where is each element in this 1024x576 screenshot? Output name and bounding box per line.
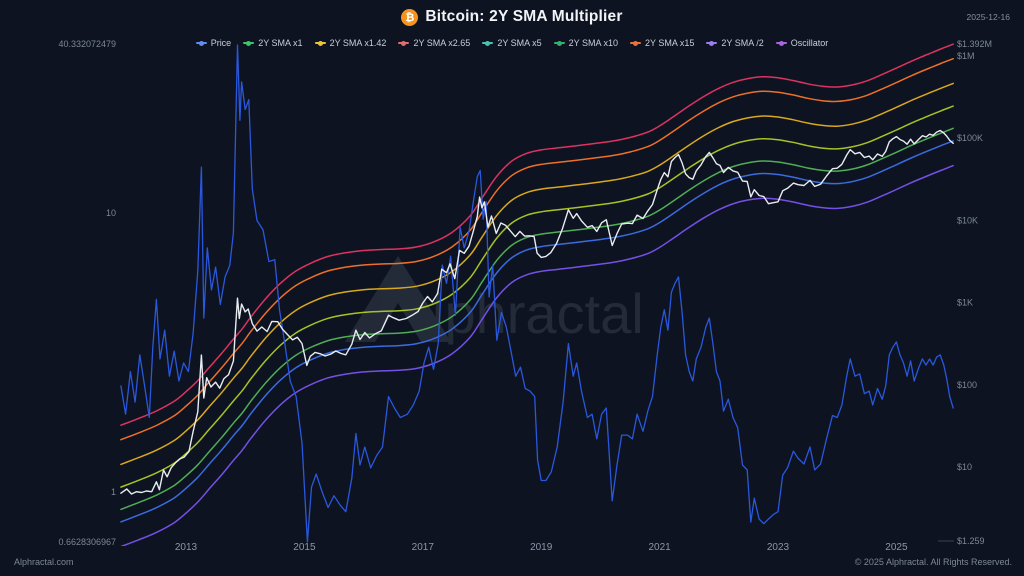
x-axis-label: 2019 xyxy=(530,542,553,553)
legend-label: 2Y SMA x1.42 xyxy=(329,38,387,48)
copyright-text: © 2025 Alphractal. All Rights Reserved. xyxy=(854,557,1012,567)
watermark-logo-icon xyxy=(345,256,451,342)
band-line-2y-sma-x10 xyxy=(120,57,954,441)
legend-marker-icon xyxy=(482,40,494,46)
legend-marker-icon xyxy=(314,40,326,46)
bitcoin-icon: ₿ xyxy=(401,8,419,26)
legend-label: 2Y SMA x10 xyxy=(568,38,619,48)
legend-item-price[interactable]: Price xyxy=(195,38,232,48)
x-axis-label: 2023 xyxy=(767,542,790,553)
legend-item-oscillator[interactable]: Oscillator xyxy=(775,38,829,48)
band-line-2y-sma-x15 xyxy=(120,43,954,426)
legend-label: 2Y SMA x5 xyxy=(497,38,542,48)
legend-label: Oscillator xyxy=(790,38,829,48)
legend-label: 2Y SMA x2.65 xyxy=(413,38,471,48)
price-axis-label: $10 xyxy=(957,462,972,472)
legend-item-2y-sma-x15[interactable]: 2Y SMA x15 xyxy=(630,38,694,48)
x-axis-label: 2013 xyxy=(175,542,198,553)
oscillator-axis-label: 0.6628306967 xyxy=(58,537,116,547)
price-axis-label: $100K xyxy=(957,133,983,143)
x-axis-label: 2021 xyxy=(648,542,671,553)
x-axis-label: 2015 xyxy=(293,542,316,553)
watermark-text: lphractal xyxy=(432,282,644,345)
price-axis-label: $1K xyxy=(957,298,973,308)
legend-marker-icon xyxy=(706,40,718,46)
x-axis-label: 2025 xyxy=(885,542,908,553)
legend-marker-icon xyxy=(630,40,642,46)
price-axis-label: $1.259 xyxy=(957,536,985,546)
band-line-2y-sma-x5 xyxy=(120,82,954,466)
legend-item-2y-sma-x1-42[interactable]: 2Y SMA x1.42 xyxy=(314,38,387,48)
legend-item-2y-sma-x1[interactable]: 2Y SMA x1 xyxy=(243,38,303,48)
legend-item-2y-sma-x2-65[interactable]: 2Y SMA x2.65 xyxy=(398,38,470,48)
page-title: Bitcoin: 2Y SMA Multiplier xyxy=(425,8,623,25)
legend-label: 2Y SMA x15 xyxy=(645,38,695,48)
oscillator-axis-label: 1 xyxy=(111,487,116,497)
oscillator-axis-label: 10 xyxy=(106,208,116,218)
price-line xyxy=(120,129,954,495)
legend: Price 2Y SMA x1 2Y SMA x1.42 2Y SMA x2.65 2Y… xyxy=(0,38,1024,48)
legend-marker-icon xyxy=(195,40,207,46)
band-line-2y-sma-x2-65 xyxy=(120,105,954,488)
price-axis-label: $100 xyxy=(957,380,977,390)
brand-footer: Alphractal.com xyxy=(14,557,74,567)
watermark: lphractal xyxy=(345,256,644,345)
legend-item-2y-sma-2[interactable]: 2Y SMA /2 xyxy=(706,38,764,48)
oscillator-line xyxy=(120,44,954,543)
legend-label: 2Y SMA /2 xyxy=(721,38,764,48)
chart-header: ₿ Bitcoin: 2Y SMA Multiplier xyxy=(0,8,1024,26)
legend-marker-icon xyxy=(775,40,787,46)
x-axis-label: 2017 xyxy=(412,542,435,553)
band-line-2y-sma-x1-42 xyxy=(120,127,954,511)
price-axis-label: $1.392M xyxy=(957,39,992,49)
legend-marker-icon xyxy=(398,40,410,46)
legend-item-2y-sma-x5[interactable]: 2Y SMA x5 xyxy=(482,38,542,48)
legend-item-2y-sma-x10[interactable]: 2Y SMA x10 xyxy=(553,38,619,48)
legend-marker-icon xyxy=(553,40,565,46)
oscillator-axis-label: 40.332072479 xyxy=(58,39,116,49)
band-line-2y-sma-2 xyxy=(120,164,954,546)
legend-marker-icon xyxy=(243,40,255,46)
price-axis-label: $10K xyxy=(957,215,978,225)
legend-label: Price xyxy=(210,38,232,48)
price-axis-label: $1M xyxy=(957,51,975,61)
snapshot-date: 2025-12-16 xyxy=(966,12,1010,22)
legend-label: 2Y SMA x1 xyxy=(258,38,303,48)
